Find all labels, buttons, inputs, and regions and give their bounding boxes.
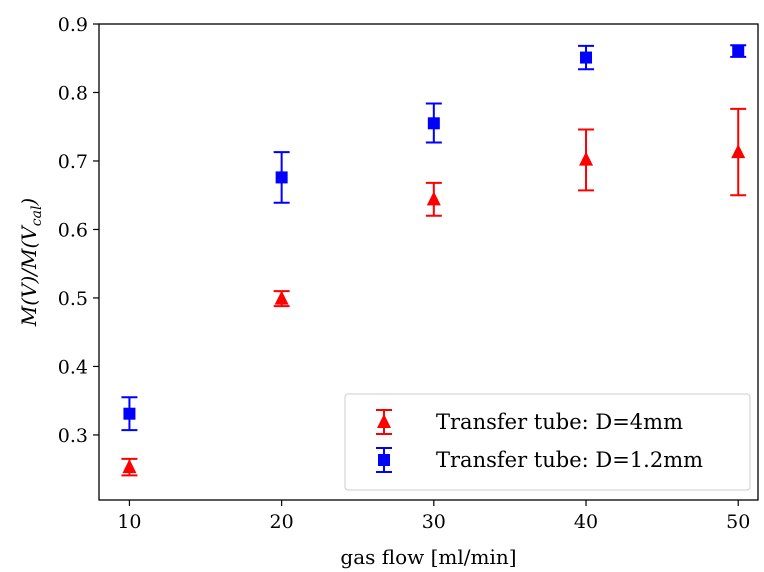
- y-axis-title-mid: )/M(: [17, 239, 41, 284]
- y-tick-label: 0.6: [58, 219, 88, 241]
- legend-marker-triangle: [376, 409, 392, 435]
- legend-label-d1-2mm: Transfer tube: D=1.2mm: [436, 448, 703, 472]
- y-axis-title-m1: M(: [17, 297, 41, 327]
- svg-text:M(V)/M(Vcal): M(V)/M(Vcal): [17, 198, 45, 328]
- data-point-triangle: [122, 459, 137, 474]
- y-tick-label: 0.7: [58, 151, 88, 173]
- data-point-square: [275, 171, 288, 184]
- y-axis-title: M(V)/M(Vcal): [17, 198, 45, 328]
- x-tick-label: 10: [117, 511, 141, 533]
- legend-marker: [378, 454, 390, 466]
- data-point-triangle: [579, 151, 594, 166]
- series-triangle: [121, 107, 747, 477]
- data-point-triangle: [274, 290, 289, 305]
- legend-label-d4mm: Transfer tube: D=4mm: [436, 410, 683, 434]
- y-tick-label: 0.3: [58, 425, 88, 447]
- data-point-square: [580, 51, 593, 64]
- x-tick-label: 30: [422, 511, 446, 533]
- y-tick-label: 0.8: [58, 82, 88, 104]
- data-point-square: [732, 44, 745, 57]
- series-square: [121, 44, 747, 432]
- data-marks: [121, 44, 747, 477]
- y-axis-title-v1: V: [17, 281, 41, 298]
- y-axis-title-end: ): [17, 198, 41, 207]
- axis-ticks: 10 20 30 40 50 0.3 0.4 0.5 0.6 0.7 0.8 0.9: [58, 14, 751, 533]
- y-tick-label: 0.9: [58, 14, 88, 36]
- data-point-square: [123, 407, 136, 420]
- legend-marker: [377, 414, 391, 428]
- data-point-triangle: [426, 191, 441, 206]
- legend-box: [344, 393, 751, 491]
- y-tick-label: 0.4: [58, 356, 88, 378]
- x-axis-title: gas flow [ml/min]: [340, 545, 516, 569]
- plot-frame: [98, 23, 759, 501]
- y-tick-label: 0.5: [58, 288, 88, 310]
- y-axis-title-sub: cal: [29, 206, 45, 227]
- data-point-triangle: [731, 144, 746, 159]
- x-tick-label: 20: [270, 511, 294, 533]
- x-tick-label: 40: [574, 511, 598, 533]
- legend: Transfer tube: D=4mm Transfer tube: D=1.…: [344, 393, 751, 491]
- y-axis-title-v2: V: [17, 224, 41, 241]
- data-point-square: [427, 117, 440, 130]
- legend-marker-square: [376, 447, 392, 473]
- x-tick-label: 50: [726, 511, 750, 533]
